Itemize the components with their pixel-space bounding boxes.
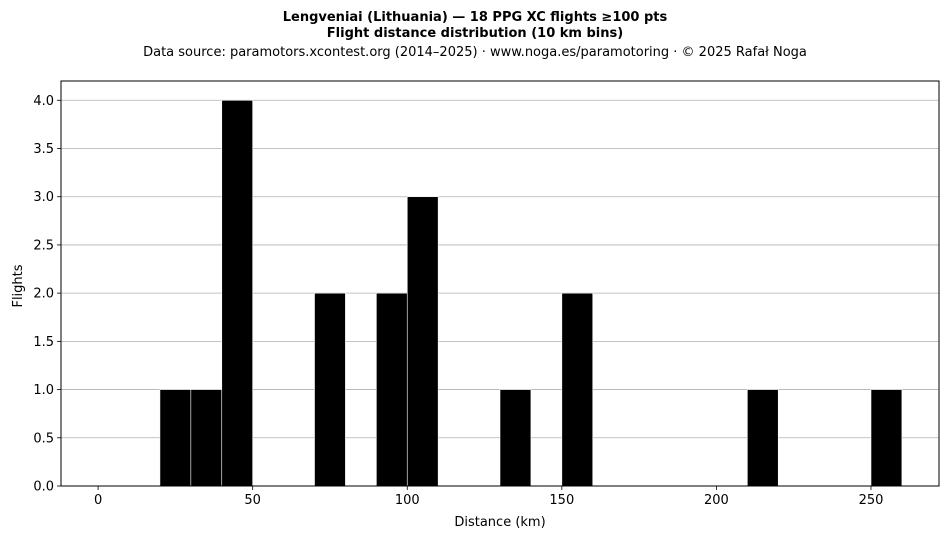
histogram-bar bbox=[159, 389, 192, 487]
y-tick-label: 4.0 bbox=[33, 94, 54, 109]
y-tick-label: 3.0 bbox=[33, 190, 54, 205]
y-tick-label: 2.5 bbox=[33, 238, 54, 253]
histogram-bar bbox=[499, 389, 532, 487]
y-tick-label: 2.0 bbox=[33, 287, 54, 302]
histogram-bar bbox=[406, 196, 439, 487]
x-tick-label: 200 bbox=[704, 493, 729, 508]
x-tick-label: 0 bbox=[94, 493, 102, 508]
y-axis-label: Flights bbox=[11, 264, 26, 307]
grid-lines bbox=[61, 99, 939, 439]
chart-title-line-1: Lengveniai (Lithuania) — 18 PPG XC fligh… bbox=[283, 10, 668, 25]
histogram-bar bbox=[314, 292, 346, 487]
y-tick-label: 0.5 bbox=[33, 431, 54, 446]
histogram-bar bbox=[870, 389, 903, 487]
x-tick-label: 50 bbox=[244, 493, 261, 508]
histogram-bar bbox=[376, 292, 408, 487]
y-tick-label: 1.5 bbox=[33, 335, 54, 350]
y-tick-label: 3.5 bbox=[33, 142, 54, 157]
histogram-bar bbox=[190, 389, 223, 487]
y-tick-label: 1.0 bbox=[33, 383, 54, 398]
x-axis-ticks: 0 50 100 150 200 250 bbox=[94, 486, 883, 508]
x-axis-label: Distance (km) bbox=[454, 515, 545, 530]
histogram-bars bbox=[159, 99, 903, 487]
x-tick-label: 100 bbox=[395, 493, 420, 508]
chart-subtitle: Data source: paramotors.xcontest.org (20… bbox=[143, 45, 807, 60]
histogram-bar bbox=[561, 292, 594, 487]
histogram-bar bbox=[221, 99, 253, 487]
y-tick-label: 0.0 bbox=[33, 480, 54, 495]
plot-frame bbox=[60, 80, 940, 487]
x-tick-label: 250 bbox=[859, 493, 884, 508]
y-axis-ticks: 0.0 0.5 1.0 1.5 2.0 2.5 3.0 3.5 4.0 bbox=[33, 94, 61, 495]
histogram-bar bbox=[747, 389, 779, 487]
chart-title-line-2: Flight distance distribution (10 km bins… bbox=[327, 26, 623, 41]
x-tick-label: 150 bbox=[549, 493, 574, 508]
